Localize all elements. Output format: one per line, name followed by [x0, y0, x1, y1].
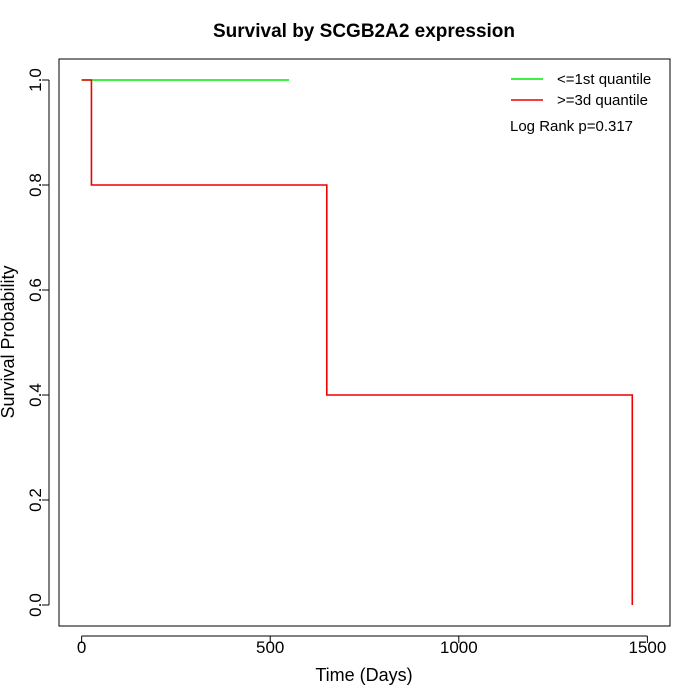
legend-label-2: >=3d quantile: [557, 92, 648, 109]
y-tick-label: 0.0: [26, 593, 45, 617]
y-tick-label: 0.8: [26, 173, 45, 197]
chart-title: Survival by SCGB2A2 expression: [213, 21, 515, 42]
x-tick-label: 1000: [440, 638, 478, 657]
legend-label-1: <=1st quantile: [557, 71, 651, 88]
log-rank-annotation: Log Rank p=0.317: [510, 118, 633, 135]
y-axis-label: Survival Probability: [0, 265, 18, 418]
x-tick-label: 1500: [628, 638, 666, 657]
x-tick-label: 500: [256, 638, 284, 657]
x-axis: 0 500 1000 1500: [77, 635, 666, 657]
x-axis-label: Time (Days): [315, 665, 412, 685]
x-tick-label: 0: [77, 638, 86, 657]
legend: <=1st quantile >=3d quantile: [511, 71, 651, 109]
y-axis: 0.0 0.2 0.4 0.6 0.8 1.0: [26, 68, 50, 617]
series-layer: [81, 79, 634, 605]
y-tick-label: 1.0: [26, 68, 45, 92]
y-tick-label: 0.4: [26, 383, 45, 407]
series-line-2: [81, 79, 634, 605]
y-tick-label: 0.6: [26, 278, 45, 302]
y-tick-label: 0.2: [26, 488, 45, 512]
plot-frame: [58, 58, 671, 627]
